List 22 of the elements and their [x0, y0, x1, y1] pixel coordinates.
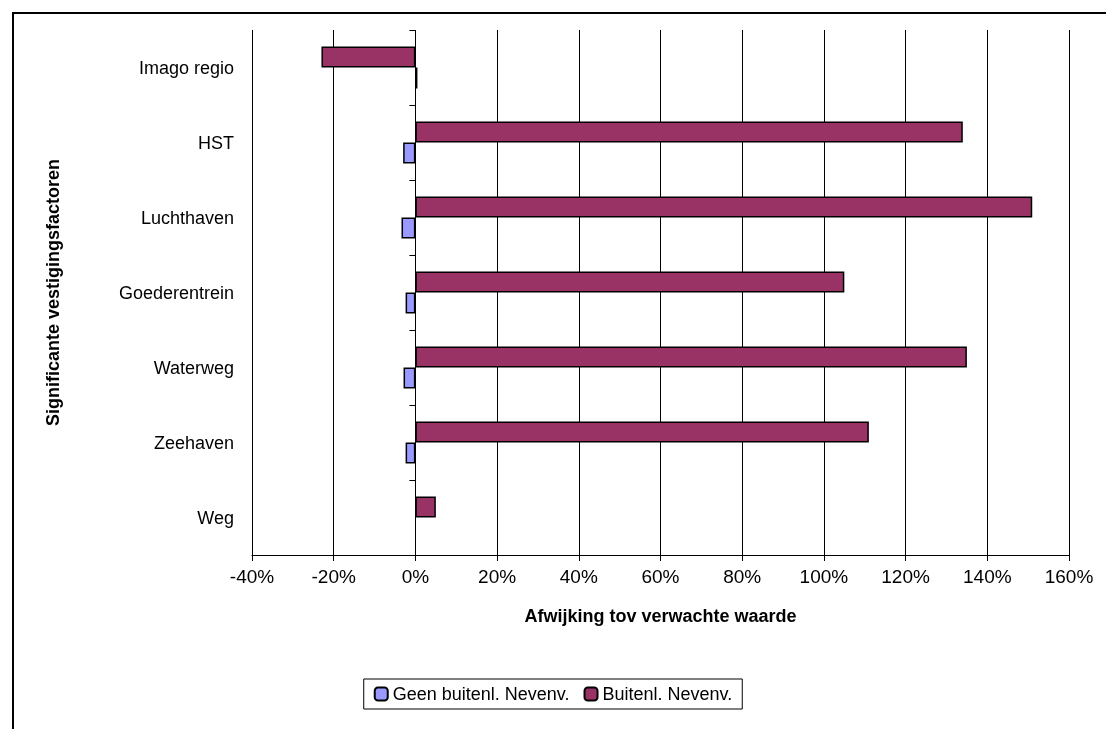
x-tick-label: 80% — [723, 566, 762, 587]
x-tick-label: 0% — [401, 566, 430, 587]
y-tick-label: Zeehaven — [153, 432, 234, 453]
x-axis-title: Afwijking tov verwachte waarde — [524, 606, 797, 626]
x-tick-label: 60% — [641, 566, 680, 587]
y-tick-label: Waterweg — [153, 357, 234, 378]
y-tick-label: HST — [198, 132, 234, 153]
x-tick-label: 100% — [799, 566, 849, 587]
legend-label: Buitenl. Nevenv. — [602, 684, 733, 704]
y-axis-title: Significante vestigingsfactoren — [43, 158, 63, 427]
y-tick-label: Imago regio — [138, 57, 234, 78]
x-tick-label: -40% — [229, 566, 275, 587]
x-tick-label: 160% — [1044, 566, 1094, 587]
x-tick-label: -20% — [311, 566, 356, 587]
x-tick-label: 20% — [478, 566, 517, 587]
x-tick-label: 120% — [881, 566, 930, 587]
x-tick-label: 140% — [963, 566, 1012, 587]
y-tick-label: Weg — [197, 507, 234, 528]
legend-label: Geen buitenl. Nevenv. — [392, 684, 570, 704]
y-tick-label: Luchthaven — [140, 207, 234, 228]
x-tick-label: 40% — [559, 566, 598, 587]
y-tick-label: Goederentrein — [118, 282, 234, 303]
